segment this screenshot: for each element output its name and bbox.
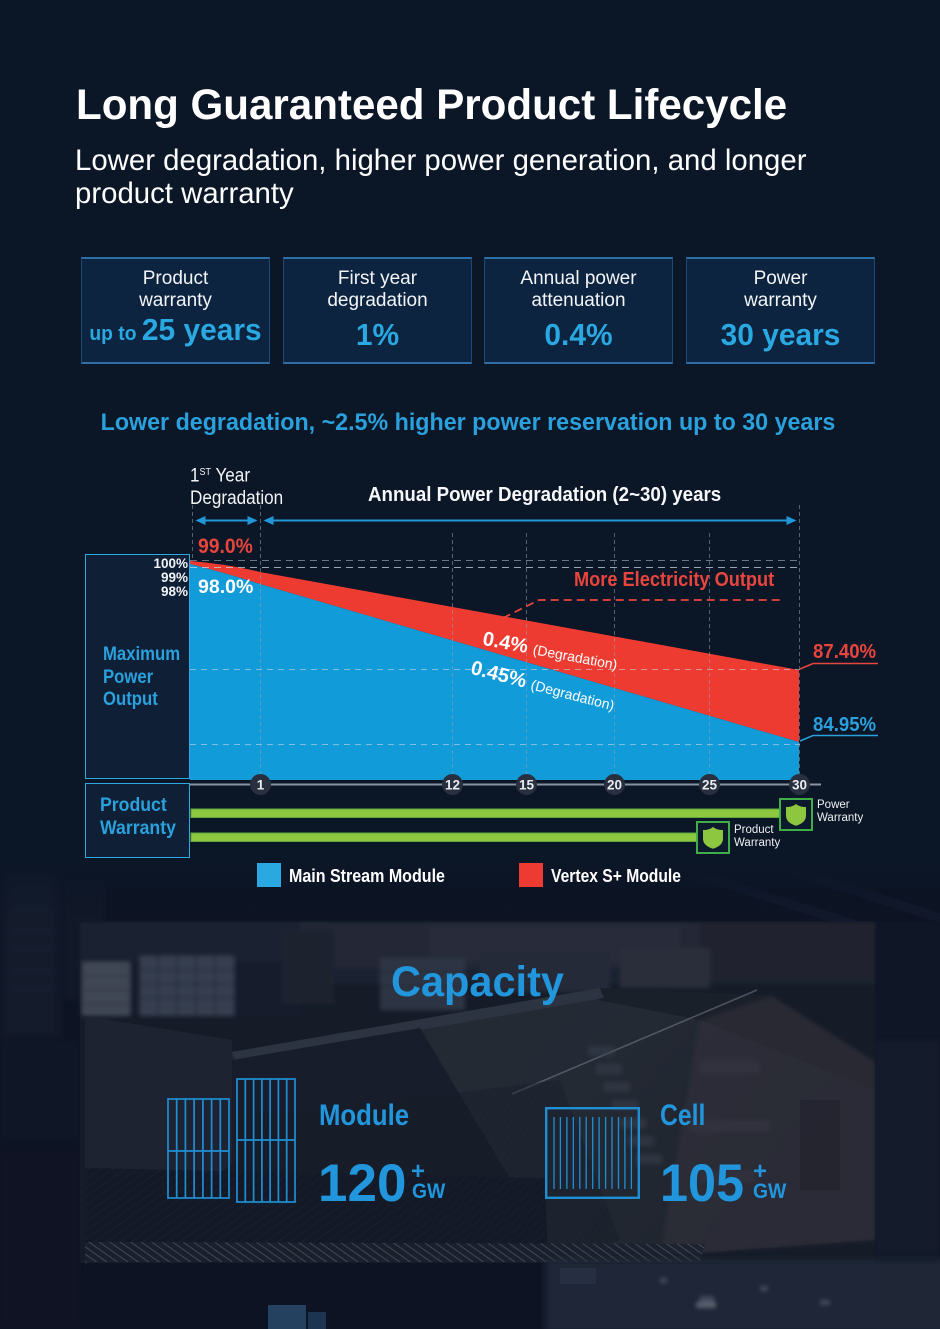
svg-text:25: 25: [702, 778, 718, 793]
svg-text:20: 20: [607, 778, 622, 793]
svg-text:12: 12: [445, 778, 460, 793]
svg-text:30: 30: [792, 778, 807, 793]
svg-text:15: 15: [519, 778, 535, 793]
svg-text:1: 1: [257, 778, 265, 793]
